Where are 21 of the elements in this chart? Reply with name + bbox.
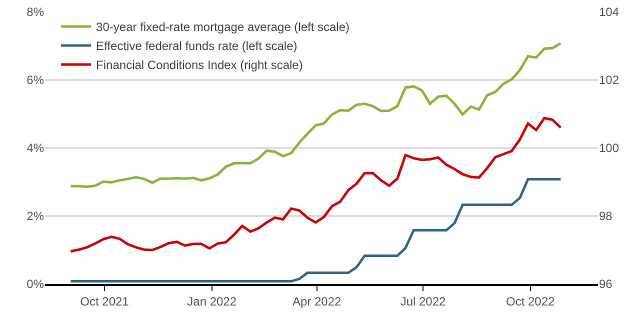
x-tick-label: Apr 2022 (292, 294, 342, 308)
y2-tick-label: 104 (599, 5, 620, 20)
y-tick-label: 2% (26, 209, 44, 224)
y-tick-label: 4% (26, 141, 44, 156)
x-tick-label: Jan 2022 (187, 294, 237, 308)
legend-label: 30-year fixed-rate mortgage average (left scale) (96, 20, 350, 34)
x-tick-label: Oct 2022 (506, 294, 555, 308)
y2-tick-label: 100 (599, 141, 620, 156)
line-series (69, 178, 562, 283)
x-tick-label: Oct 2021 (80, 294, 130, 308)
y2-tick-label: 96 (599, 277, 613, 292)
y2-tick-label: 98 (599, 209, 613, 224)
line-series (69, 42, 562, 188)
legend-label: Effective federal funds rate (left scale) (96, 39, 298, 54)
line-series (69, 116, 562, 253)
x-tick-label: Jul 2022 (400, 294, 446, 308)
y-tick-label: 0% (26, 277, 44, 292)
y-tick-label: 6% (26, 73, 44, 88)
y2-tick-label: 102 (599, 73, 620, 88)
y-tick-label: 8% (26, 5, 44, 20)
legend-label: Financial Conditions Index (right scale) (96, 58, 303, 72)
